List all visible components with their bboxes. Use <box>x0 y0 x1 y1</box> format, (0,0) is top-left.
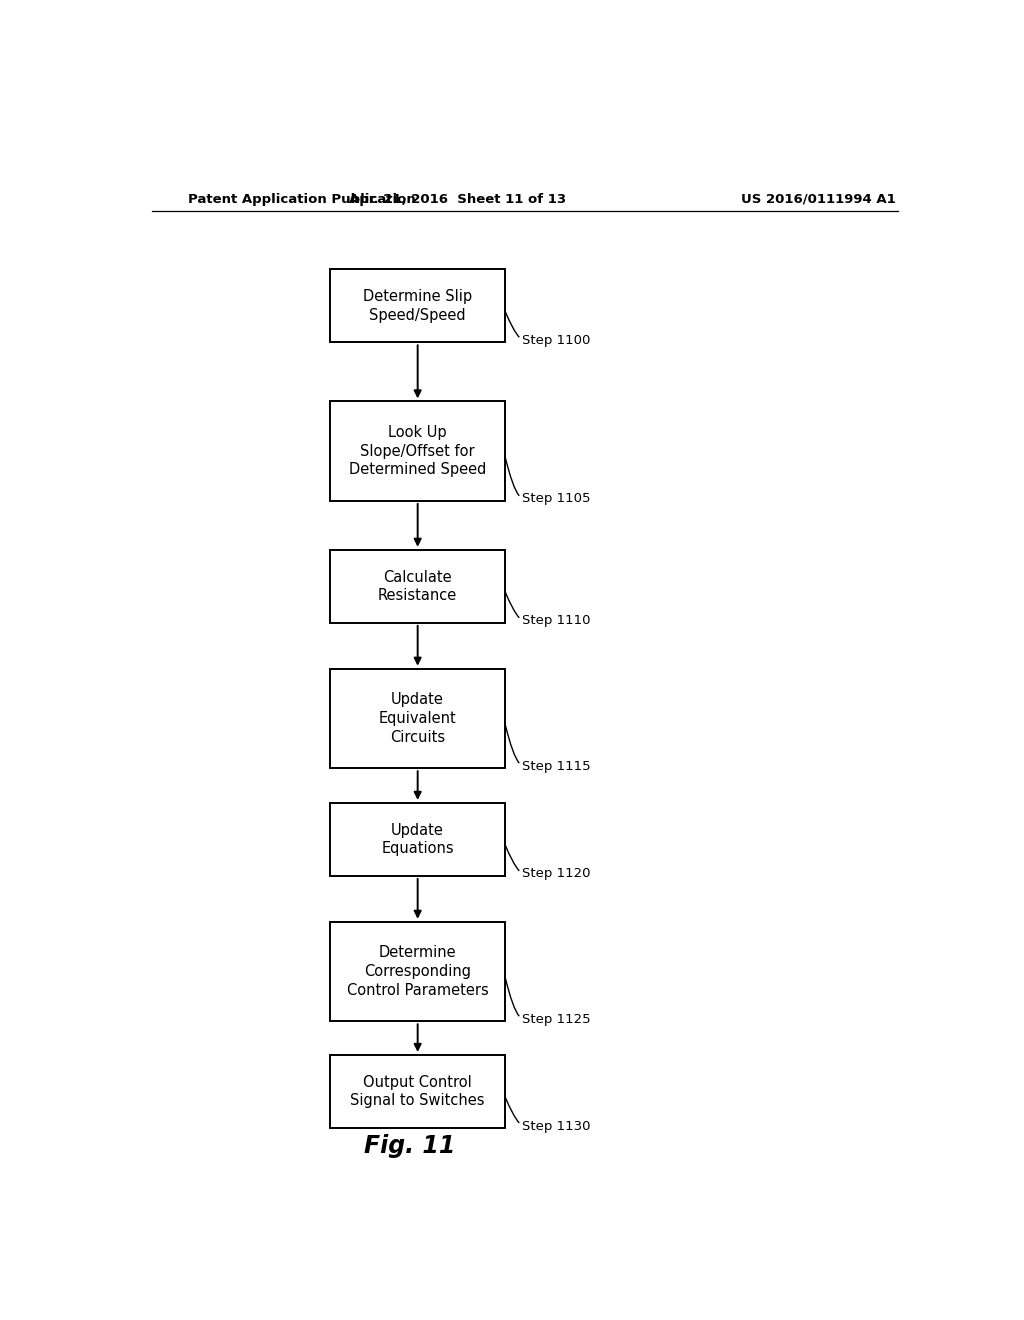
Bar <box>331 803 505 876</box>
Text: Determine Slip
Speed/Speed: Determine Slip Speed/Speed <box>364 289 472 322</box>
Bar <box>331 669 505 768</box>
Text: Apr. 21, 2016  Sheet 11 of 13: Apr. 21, 2016 Sheet 11 of 13 <box>349 193 566 206</box>
Bar <box>331 549 505 623</box>
Text: US 2016/0111994 A1: US 2016/0111994 A1 <box>741 193 896 206</box>
Text: Output Control
Signal to Switches: Output Control Signal to Switches <box>350 1074 485 1109</box>
Text: Step 1105: Step 1105 <box>522 492 591 506</box>
Bar <box>331 1055 505 1129</box>
Text: Step 1100: Step 1100 <box>522 334 591 347</box>
Bar <box>331 269 505 342</box>
Text: Patent Application Publication: Patent Application Publication <box>187 193 416 206</box>
Text: Update
Equivalent
Circuits: Update Equivalent Circuits <box>379 692 457 744</box>
Text: Step 1125: Step 1125 <box>522 1012 591 1026</box>
Text: Step 1130: Step 1130 <box>522 1119 591 1133</box>
Text: Calculate
Resistance: Calculate Resistance <box>378 569 458 603</box>
Text: Look Up
Slope/Offset for
Determined Speed: Look Up Slope/Offset for Determined Spee… <box>349 425 486 478</box>
Text: Step 1115: Step 1115 <box>522 760 591 772</box>
Text: Step 1120: Step 1120 <box>522 867 591 880</box>
Bar <box>331 401 505 500</box>
Text: Fig. 11: Fig. 11 <box>365 1134 456 1159</box>
Bar <box>331 921 505 1022</box>
Text: Determine
Corresponding
Control Parameters: Determine Corresponding Control Paramete… <box>347 945 488 998</box>
Text: Step 1110: Step 1110 <box>522 614 591 627</box>
Text: Update
Equations: Update Equations <box>381 822 454 857</box>
